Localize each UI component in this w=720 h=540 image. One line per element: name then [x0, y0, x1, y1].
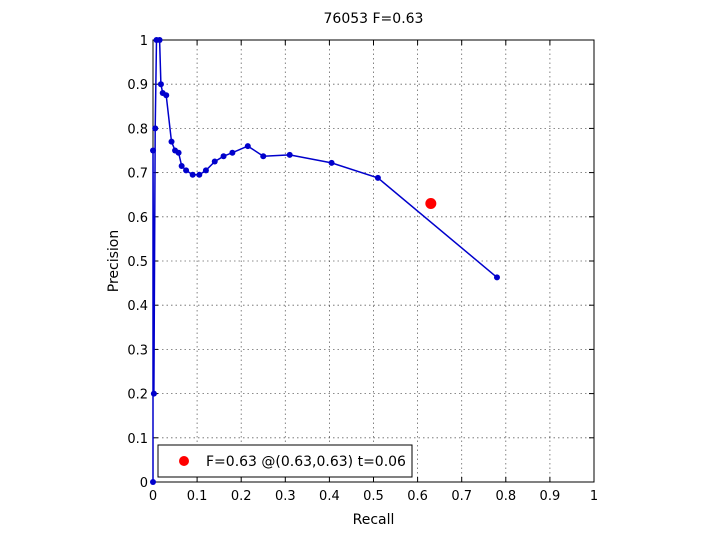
y-tick-label: 0.7 [127, 167, 148, 182]
x-tick-label: 0.9 [540, 489, 561, 504]
data-point [150, 479, 156, 485]
legend-marker [179, 456, 189, 466]
y-tick-label: 0.6 [127, 211, 148, 226]
x-tick-label: 0.8 [495, 489, 516, 504]
x-tick-label: 0.6 [407, 489, 428, 504]
x-tick-label: 0.5 [363, 489, 384, 504]
data-point [150, 147, 156, 154]
data-point [196, 171, 203, 178]
data-point [157, 81, 164, 88]
x-tick-label: 0.4 [319, 489, 340, 504]
y-tick-label: 0.3 [127, 343, 148, 358]
x-tick-label: 0.1 [187, 489, 208, 504]
data-point [168, 138, 175, 145]
data-point [493, 274, 500, 281]
best-point-layer [425, 198, 437, 210]
y-tick-label: 0.4 [127, 299, 148, 314]
x-tick-label: 0.3 [275, 489, 296, 504]
data-point [202, 167, 209, 174]
data-point [178, 162, 185, 169]
x-tick-label: 0.7 [451, 489, 472, 504]
data-point [175, 149, 182, 156]
x-tick-label: 0 [149, 489, 157, 504]
data-point [189, 171, 196, 178]
y-axis-ticks: 0 0.1 0.2 0.3 0.4 0.5 0.6 0.7 0.8 0.9 1 [127, 34, 594, 491]
legend-box [157, 444, 413, 478]
y-tick-label: 0.9 [127, 78, 148, 93]
x-axis-ticks: 0 0.1 0.2 0.3 0.4 0.5 0.6 0.7 0.8 0.9 1 [149, 40, 598, 504]
y-tick-label: 0.2 [127, 388, 148, 403]
legend: F=0.63 @(0.63,0.63) t=0.06 [157, 444, 413, 478]
y-tick-label: 0 [140, 476, 148, 491]
data-point [156, 37, 163, 43]
data-point [152, 125, 159, 132]
y-tick-label: 1 [140, 34, 148, 49]
y-tick-label: 0.1 [127, 432, 148, 447]
data-point [374, 174, 381, 181]
x-tick-label: 0.2 [231, 489, 252, 504]
legend-label: F=0.63 @(0.63,0.63) t=0.06 [206, 454, 406, 470]
x-tick-label: 1 [590, 489, 598, 504]
data-point [229, 149, 236, 156]
data-point [183, 167, 190, 174]
data-point [260, 153, 267, 160]
data-point [244, 143, 251, 150]
series-layer [150, 37, 500, 485]
x-axis-label: Recall [353, 512, 395, 528]
data-point [286, 151, 293, 158]
data-point [220, 153, 227, 160]
y-tick-label: 0.8 [127, 122, 148, 137]
grid-lines [153, 40, 594, 482]
y-axis-label: Precision [106, 230, 122, 292]
data-point [163, 92, 170, 99]
best-f-point [425, 198, 437, 210]
data-point [328, 159, 335, 166]
data-point [150, 390, 157, 397]
chart-title: 76053 F=0.63 [324, 11, 424, 27]
data-point [211, 158, 218, 165]
y-tick-label: 0.5 [127, 255, 148, 270]
